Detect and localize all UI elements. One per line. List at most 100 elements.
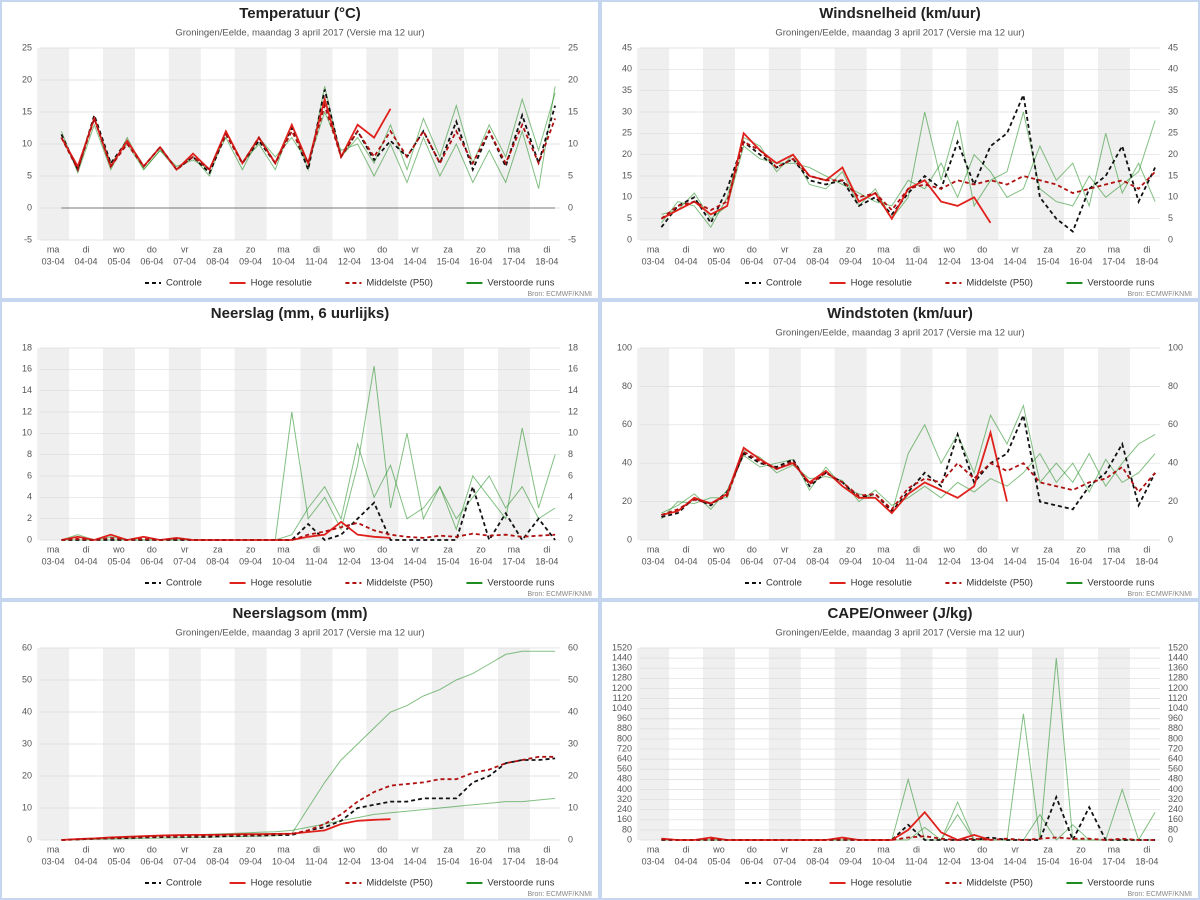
source: Bron: ECMWF/KNMI [1127, 891, 1192, 898]
panel: Neerslag (mm, 6 uurlijks) 0 0 2 2 4 4 6 6 8 8 10 10 1… [0, 300, 600, 600]
y2-tick-label: 40 [1168, 458, 1178, 468]
y-tick-label: 4 [27, 492, 32, 502]
x-tick-day: di [913, 244, 920, 254]
series-line [60, 102, 556, 172]
x-tick-date: 17-04 [502, 556, 525, 566]
x-tick-day: ma [277, 244, 290, 254]
series-line [661, 835, 1156, 841]
x-tick-day: di [913, 544, 920, 554]
legend-label: Hoge resolutie [251, 878, 312, 889]
x-tick-day: vr [1011, 244, 1019, 254]
x-tick-day: wo [712, 244, 725, 254]
day-stripe [768, 48, 801, 240]
y-tick-label: 40 [22, 706, 32, 716]
x-tick-date: 05-04 [107, 256, 130, 266]
x-tick-day: za [813, 544, 823, 554]
day-stripe [37, 348, 70, 540]
x-tick-day: di [83, 544, 90, 554]
x-tick-day: vr [781, 844, 789, 854]
y2-tick-label: -5 [568, 234, 576, 244]
x-tick-date: 04-04 [675, 256, 698, 266]
y2-tick-label: 12 [568, 406, 578, 416]
x-tick-date: 12-04 [338, 556, 361, 566]
day-stripe [834, 648, 867, 840]
x-tick-date: 07-04 [173, 856, 196, 866]
x-tick-day: ma [647, 544, 660, 554]
y-tick-label: 0 [627, 234, 632, 244]
y-tick-label: 16 [22, 364, 32, 374]
y2-tick-label: 4 [568, 492, 573, 502]
day-stripe [768, 648, 801, 840]
x-tick-day: wo [712, 844, 725, 854]
x-tick-day: do [377, 244, 387, 254]
y-tick-label: 20 [622, 149, 632, 159]
y-tick-label: 560 [617, 764, 632, 774]
chart-title: Neerslagsom (mm) [232, 605, 367, 622]
y2-tick-label: 1520 [1168, 642, 1188, 652]
x-tick-date: 11-04 [905, 856, 927, 866]
x-tick-date: 05-04 [707, 256, 730, 266]
y-tick-label: 5 [27, 170, 32, 180]
x-tick-date: 09-04 [839, 556, 862, 566]
run-line [661, 111, 1156, 229]
legend-label: Controle [766, 278, 802, 289]
legend-label: Verstoorde runs [1087, 578, 1154, 589]
x-tick-date: 18-04 [535, 856, 558, 866]
y2-tick-label: 20 [568, 74, 578, 84]
y-tick-label: 30 [622, 106, 632, 116]
y2-tick-label: 800 [1168, 733, 1183, 743]
x-tick-date: 09-04 [839, 256, 862, 266]
x-tick-date: 12-04 [338, 856, 361, 866]
x-tick-date: 10-04 [272, 556, 295, 566]
x-tick-date: 11-04 [305, 556, 327, 566]
y2-tick-label: 240 [1168, 804, 1183, 814]
x-tick-day: do [747, 544, 757, 554]
x-tick-day: ma [647, 844, 660, 854]
x-tick-date: 15-04 [437, 256, 460, 266]
x-tick-day: do [377, 544, 387, 554]
y-tick-label: 60 [622, 419, 632, 429]
x-tick-day: ma [47, 544, 60, 554]
day-stripe [966, 648, 999, 840]
legend-label: Hoge resolutie [251, 278, 312, 289]
panel: CAPE/Onweer (J/kg) Groningen/Eelde, maand… [600, 600, 1200, 900]
x-tick-day: di [313, 544, 320, 554]
x-tick-date: 16-04 [469, 556, 492, 566]
y-tick-label: 640 [617, 754, 632, 764]
x-tick-day: zo [476, 544, 486, 554]
x-tick-date: 10-04 [872, 256, 895, 266]
x-tick-date: 18-04 [535, 256, 558, 266]
x-tick-date: 08-04 [206, 856, 229, 866]
x-tick-date: 07-04 [773, 556, 796, 566]
series-line [61, 483, 556, 543]
x-tick-date: 04-04 [675, 856, 698, 866]
x-tick-day: vr [411, 244, 419, 254]
x-tick-day: zo [846, 544, 856, 554]
y2-tick-label: 400 [1168, 784, 1183, 794]
y2-tick-label: 5 [568, 170, 573, 180]
x-tick-date: 08-04 [806, 856, 829, 866]
x-tick-day: wo [943, 844, 956, 854]
y2-tick-label: 40 [1168, 64, 1178, 74]
y-tick-label: 80 [622, 824, 632, 834]
y2-tick-label: 560 [1168, 764, 1183, 774]
y2-tick-label: 880 [1168, 723, 1183, 733]
day-stripe [768, 348, 801, 540]
x-tick-day: za [213, 544, 223, 554]
y-tick-label: 880 [617, 723, 632, 733]
x-tick-day: zo [246, 844, 256, 854]
x-tick-date: 04-04 [75, 256, 98, 266]
x-tick-date: 04-04 [675, 556, 698, 566]
y-tick-label: 0 [27, 202, 32, 212]
x-tick-date: 03-04 [642, 256, 665, 266]
x-tick-date: 08-04 [806, 556, 829, 566]
y-tick-label: 15 [22, 106, 32, 116]
x-tick-day: za [1043, 544, 1053, 554]
x-tick-date: 11-04 [305, 256, 327, 266]
y-tick-label: 400 [617, 784, 632, 794]
legend-label: Controle [766, 578, 802, 589]
y-tick-label: 40 [622, 458, 632, 468]
y-tick-label: 1040 [612, 703, 632, 713]
day-stripe [1097, 348, 1130, 540]
y2-tick-label: 60 [568, 642, 578, 652]
